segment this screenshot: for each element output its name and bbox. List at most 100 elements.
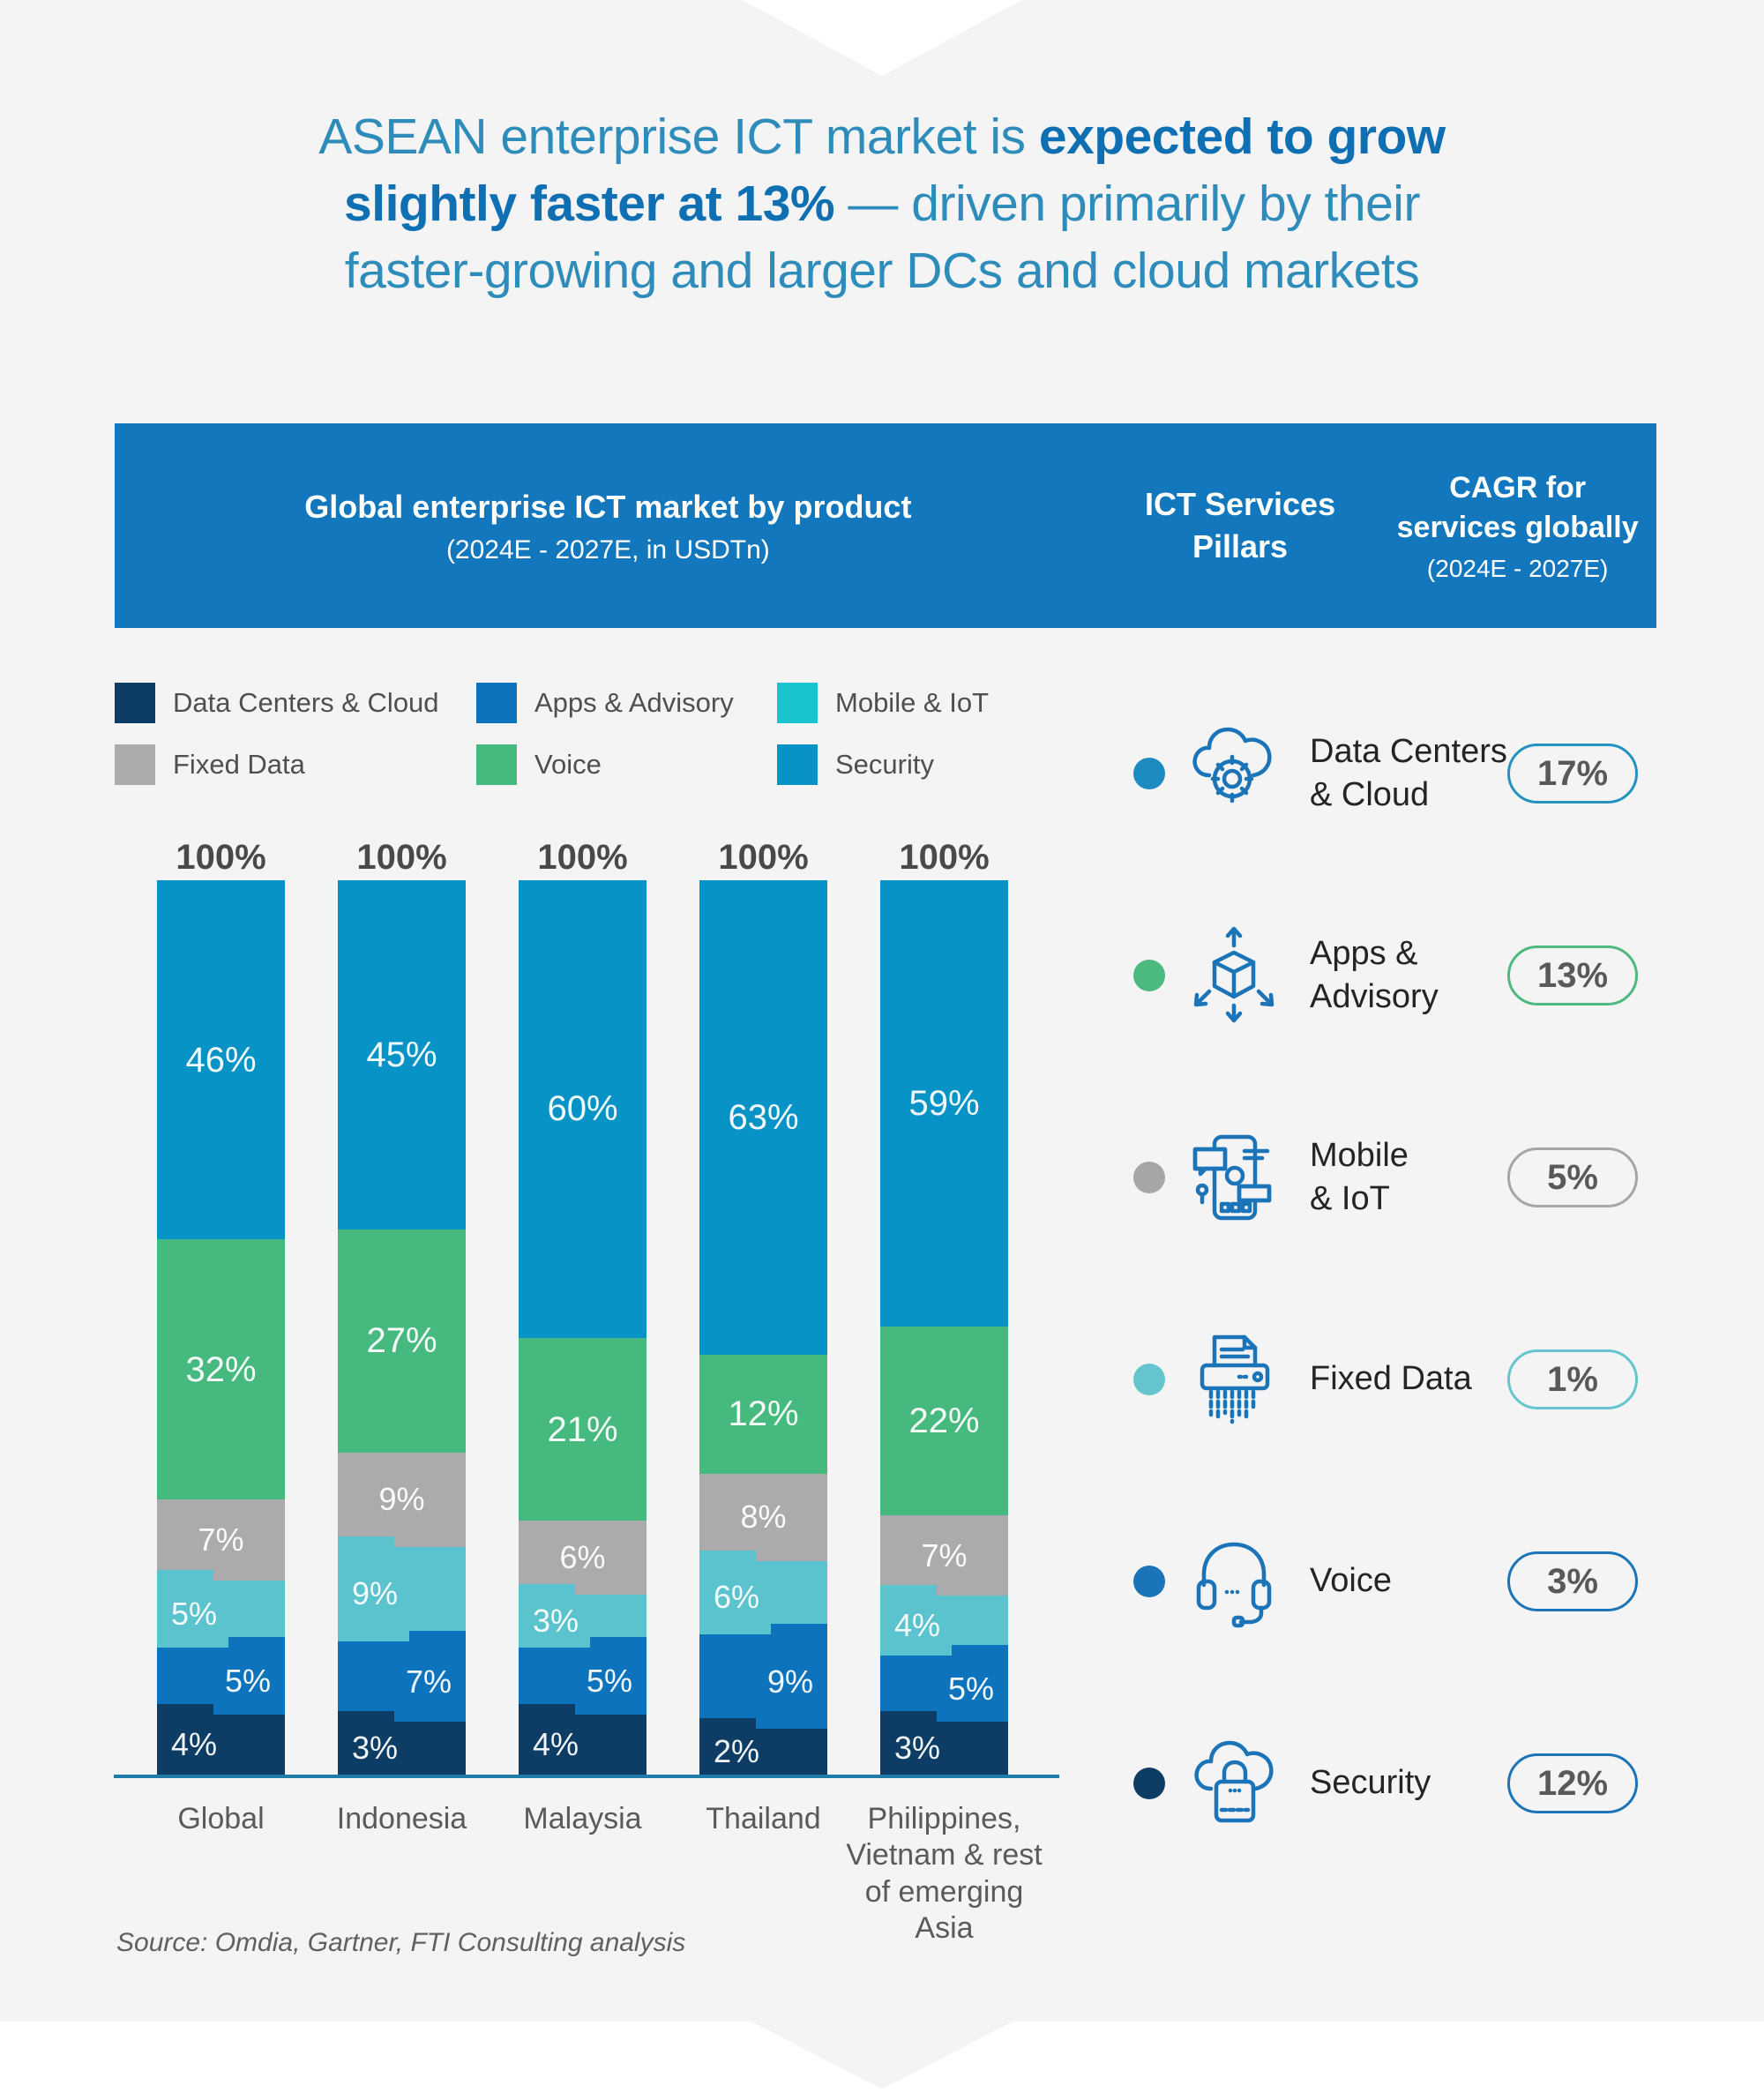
bar-segment-label: 9%: [766, 1663, 813, 1700]
category-label: Philippines, Vietnam & rest of emerging As…: [839, 1801, 1050, 1947]
bar-segment: 2%: [699, 1718, 827, 1775]
pillar-label-line: Security: [1310, 1764, 1431, 1802]
bar-segment: 9%: [699, 1624, 827, 1730]
pillar-row: Mobile & IoT 5%: [1133, 1111, 1638, 1244]
pillar-dot: [1133, 1566, 1165, 1597]
bar-segment: 6%: [699, 1550, 827, 1635]
bar-segment-label: 6%: [714, 1579, 760, 1616]
category-label-line: Malaysia: [523, 1802, 642, 1835]
bar-segment-step: [519, 1584, 575, 1596]
bottom-chevron-decoration: [751, 2022, 1013, 2089]
pillar-label-line: Fixed Data: [1310, 1360, 1472, 1398]
legend-swatch: [476, 744, 517, 785]
bar-segment: 7%: [157, 1499, 285, 1581]
bar-total-label: 100%: [356, 838, 447, 877]
legend-swatch: [115, 744, 155, 785]
bar-segment-label: 4%: [533, 1726, 579, 1763]
bar-segment-label: 5%: [947, 1670, 994, 1707]
pillar-label-line: & IoT: [1310, 1180, 1390, 1217]
bar-segment: 7%: [338, 1631, 466, 1723]
pillar-row: Apps & Advisory 13%: [1133, 909, 1638, 1042]
pillar-row: Voice 3%: [1133, 1515, 1638, 1648]
bar-segment-step: [228, 1637, 285, 1648]
header-line: ICT Services: [1144, 486, 1336, 523]
legend-label: Fixed Data: [173, 749, 305, 780]
pillar-dot: [1133, 1162, 1165, 1193]
bar-segment-step: [699, 1718, 756, 1730]
bar: 100% 3% 5% 4% 7% 22% 59%: [880, 840, 1008, 1775]
category-label: Malaysia: [477, 1801, 689, 1837]
cloud-gear-icon: [1188, 721, 1280, 826]
bar-segment-label: 4%: [171, 1726, 218, 1763]
bar-segment-label: 3%: [352, 1730, 399, 1767]
bar: 100% 4% 5% 3% 6% 21% 60%: [519, 840, 647, 1775]
bar-segment-label: 21%: [547, 1409, 618, 1449]
bar-segment-label: 9%: [378, 1481, 425, 1518]
pillar-label-line: Advisory: [1310, 978, 1439, 1015]
cloud-lock-icon: [1188, 1730, 1280, 1836]
bar-segment-label: 12%: [728, 1394, 799, 1434]
bar-segment: 7%: [880, 1514, 1008, 1596]
bar-stack: 3% 5% 4% 7% 22% 59%: [880, 880, 1008, 1775]
x-axis-line: [114, 1775, 1059, 1778]
title-emphasis: expected to grow: [1038, 108, 1446, 165]
pillar-label: Voice: [1310, 1559, 1392, 1603]
pillar-label: Apps & Advisory: [1310, 932, 1439, 1020]
page-title: ASEAN enterprise ICT market is expected …: [0, 104, 1764, 304]
cagr-pill: 5%: [1507, 1147, 1638, 1207]
source-note: Source: Omdia, Gartner, FTI Consulting a…: [116, 1928, 686, 1957]
headset-icon: [1188, 1529, 1280, 1634]
bar-total-label: 100%: [899, 838, 990, 877]
pillar-label-line: Voice: [1310, 1562, 1392, 1600]
pillar-dot: [1133, 960, 1165, 991]
header-subtitle: (2024E - 2027E, in USDTn): [445, 534, 770, 564]
title-line: ASEAN enterprise ICT market is expected …: [0, 104, 1764, 171]
bar-segment-step: [338, 1536, 394, 1547]
category-label-line: Indonesia: [336, 1802, 467, 1835]
category-label-line: Global: [177, 1802, 265, 1835]
legend-swatch: [777, 744, 818, 785]
category-label: Global: [116, 1801, 327, 1837]
bar: 100% 4% 5% 5% 7% 32% 46%: [157, 840, 285, 1775]
pillar-dot: [1133, 1768, 1165, 1799]
legend-label: Apps & Advisory: [534, 687, 734, 718]
category-label-line: of emerging Asia: [864, 1874, 1024, 1946]
bar-segment: 45%: [338, 880, 466, 1230]
bar-segment-label: 4%: [894, 1607, 941, 1643]
bar-segment: 63%: [699, 880, 827, 1355]
title-line: faster-growing and larger DCs and cloud …: [0, 238, 1764, 305]
bar: 100% 2% 9% 6% 8% 12% 63%: [699, 840, 827, 1775]
legend-item: Apps & Advisory: [476, 683, 777, 723]
header-subtitle: (2024E - 2027E): [1426, 554, 1609, 582]
header-line: Global enterprise ICT market by product: [304, 489, 912, 526]
pillar-label-line: Data Centers: [1310, 732, 1507, 770]
title-text: ASEAN enterprise ICT market is: [318, 108, 1039, 165]
legend-item: Data Centers & Cloud: [115, 683, 476, 723]
title-emphasis: slightly faster at 13%: [344, 175, 835, 232]
bar-segment-label: 46%: [185, 1040, 257, 1080]
bar-segment-step: [880, 1711, 937, 1723]
bar-segment-label: 22%: [908, 1402, 980, 1440]
category-label: Thailand: [658, 1801, 870, 1837]
bar-stack: 4% 5% 5% 7% 32% 46%: [157, 879, 285, 1775]
top-chevron-decoration: [743, 0, 1021, 76]
title-text: faster-growing and larger DCs and cloud …: [344, 242, 1420, 299]
legend-label: Data Centers & Cloud: [173, 687, 439, 718]
bar-segment-step: [952, 1644, 1008, 1656]
bar-segment: 9%: [338, 1452, 466, 1547]
bar-segment-label: 3%: [894, 1730, 941, 1767]
bar-segment: 46%: [157, 879, 285, 1240]
bar-total-label: 100%: [537, 838, 628, 877]
category-label-line: Thailand: [706, 1802, 821, 1835]
bar-segment-label: 7%: [198, 1521, 244, 1559]
bar-segment-step: [409, 1631, 466, 1641]
bar-segment-label: 5%: [586, 1663, 632, 1700]
header-line: Pillars: [1192, 528, 1289, 564]
bar-segment: 5%: [157, 1570, 285, 1648]
title-line: slightly faster at 13% — driven primaril…: [0, 171, 1764, 238]
category-label-line: Philippines,: [867, 1802, 1021, 1835]
header-cagr-title: CAGR for services globally (2024E - 2027E): [1379, 468, 1656, 583]
bar-segment-label: 60%: [547, 1089, 618, 1129]
legend-swatch: [115, 683, 155, 723]
header-line: services globally: [1396, 511, 1639, 544]
